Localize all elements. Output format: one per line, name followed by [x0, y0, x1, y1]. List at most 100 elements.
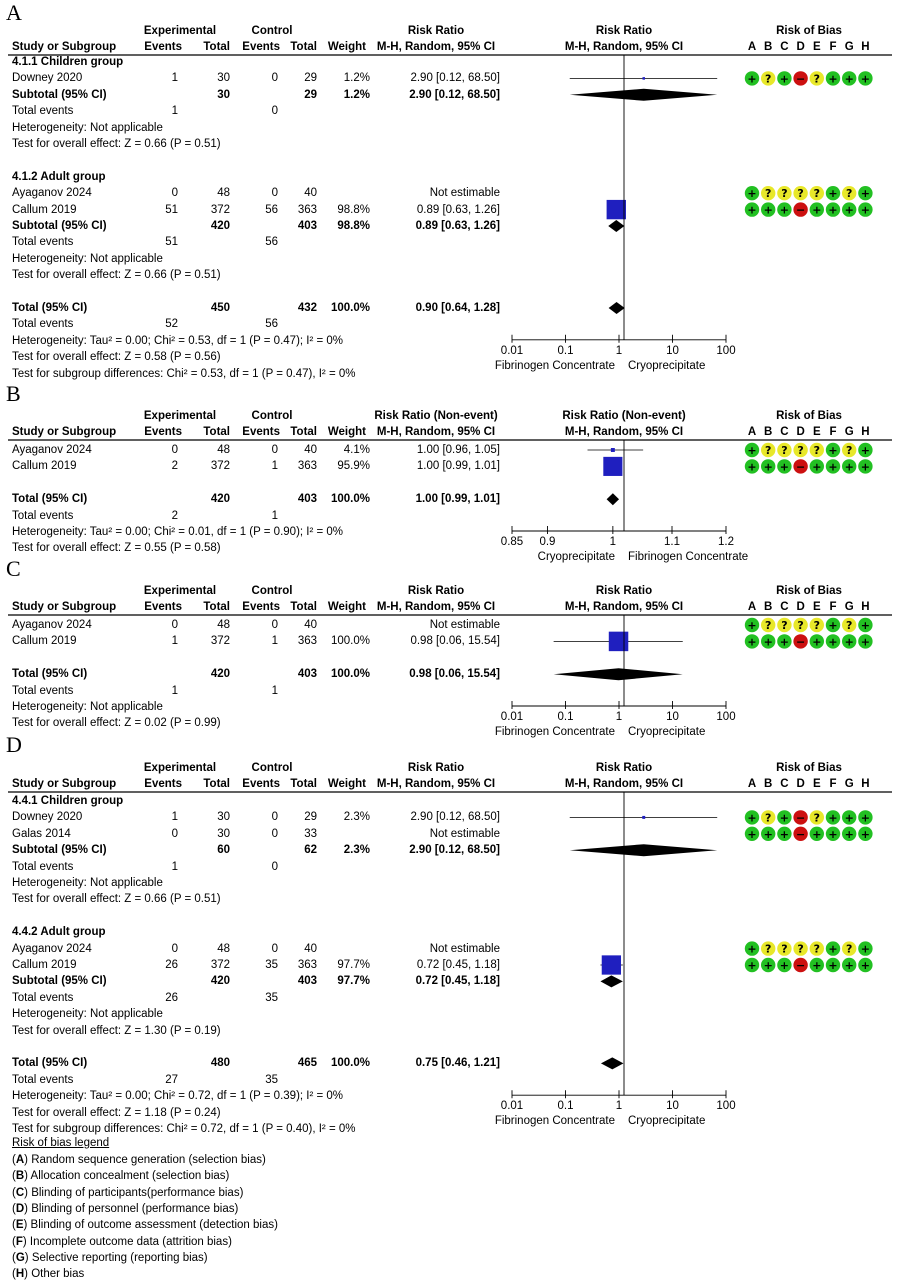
risk-ratio-ci: 0.72 [0.45, 1.18]	[416, 959, 500, 971]
experimental-total: 420	[210, 975, 230, 988]
experimental-total: 372	[210, 203, 230, 216]
legend-letter: G	[15, 1251, 25, 1264]
group-label: 4.1.2 Adult group	[12, 170, 106, 183]
text-label: Total events	[12, 860, 74, 873]
rob-circle-low	[809, 202, 824, 217]
control-total: 40	[304, 619, 317, 631]
control-total: 40	[304, 942, 317, 955]
control-events: 0	[271, 942, 278, 955]
header-risk-ratio: Risk Ratio	[407, 585, 465, 597]
group-label: 4.4.2 Adult group	[12, 926, 106, 939]
panel-letter-d: D	[6, 732, 22, 757]
rob-column-e: E	[812, 778, 821, 790]
control-total: 403	[297, 220, 317, 232]
header-experimental: Experimental	[143, 762, 217, 774]
rob-circle-unclear	[809, 810, 824, 825]
experimental-total: 372	[210, 460, 230, 473]
rob-circle-unclear	[809, 71, 824, 86]
rob-circle-low	[825, 634, 841, 649]
rob-column-c: C	[780, 426, 789, 438]
rob-column-g: G	[844, 778, 854, 790]
x-tick-label: 0.1	[557, 344, 574, 357]
text-label: Heterogeneity: Not applicable	[12, 877, 163, 889]
rob-symbol: ?	[781, 444, 787, 457]
experimental-total: 420	[210, 668, 230, 681]
experimental-events: 0	[171, 187, 178, 200]
header-method: M-H, Random, 95% CI	[376, 778, 496, 790]
rob-circle-unclear	[761, 186, 776, 201]
rob-symbol: +	[828, 460, 837, 473]
study-name: Callum 2019	[12, 203, 77, 216]
rob-circle-low	[858, 941, 873, 956]
x-tick-label: 1	[615, 344, 623, 357]
control-events: 0	[271, 860, 278, 873]
rob-symbol: +	[861, 444, 870, 457]
rob-circle-low	[777, 634, 792, 649]
rob-circle-low	[809, 957, 824, 973]
rob-symbol: +	[780, 828, 789, 841]
rob-symbol: ?	[814, 619, 820, 632]
rob-symbol: ?	[814, 187, 820, 200]
rob-column-f: F	[829, 601, 837, 613]
rob-symbol: +	[845, 635, 854, 648]
pooled-diamond	[600, 1057, 624, 1070]
study-name: Galas 2014	[12, 827, 71, 840]
rob-column-d: D	[796, 601, 805, 613]
rob-circle-low	[744, 826, 760, 841]
rob-symbol: −	[796, 72, 805, 85]
legend-item: (H) Other bias	[12, 1267, 84, 1281]
header-e-events: Events	[144, 601, 182, 613]
header-method: M-H, Random, 95% CI	[376, 601, 496, 613]
text-label: Heterogeneity: Not applicable	[12, 252, 163, 265]
rob-symbol: +	[780, 635, 789, 648]
rob-column-a: A	[747, 426, 757, 438]
rob-symbol: +	[747, 444, 756, 457]
study-name: Callum 2019	[12, 959, 77, 971]
rob-circle-low	[744, 186, 760, 201]
rob-symbol: ?	[846, 444, 852, 457]
control-events: 1	[271, 684, 278, 697]
rob-circle-low	[858, 810, 873, 825]
weight-value: 4.1%	[343, 444, 370, 456]
header-e-total: Total	[203, 41, 230, 53]
study-name: Ayaganov 2024	[12, 942, 92, 955]
legend-item: (D) Blinding of personnel (performance b…	[12, 1202, 238, 1216]
rob-circle-unclear	[777, 186, 792, 201]
text-label: Heterogeneity: Tau² = 0.00; Chi² = 0.01,…	[12, 526, 344, 538]
legend-paren: )	[24, 1202, 28, 1215]
control-events: 35	[265, 959, 278, 971]
rob-symbol: ?	[765, 943, 771, 956]
rob-symbol: +	[828, 828, 837, 841]
rob-symbol: +	[861, 959, 870, 972]
weight-value: 98.8%	[337, 220, 370, 232]
rob-circle-high	[793, 459, 808, 474]
header-weight: Weight	[327, 426, 366, 438]
experimental-events: 1	[171, 684, 178, 697]
rob-circle-low	[825, 941, 841, 956]
rob-circle-low	[825, 442, 841, 458]
legend-item: (C) Blinding of participants(performance…	[12, 1186, 243, 1200]
legend-letter: F	[15, 1235, 23, 1248]
text-label: Test for overall effect: Z = 0.66 (P = 0…	[12, 893, 221, 906]
rob-symbol: +	[780, 204, 789, 217]
rob-circle-low	[858, 617, 873, 633]
rob-circle-low	[825, 810, 841, 825]
text-label: Heterogeneity: Tau² = 0.00; Chi² = 0.72,…	[12, 1090, 344, 1103]
favours-right-label: Cryoprecipitate	[628, 1115, 706, 1128]
header-experimental: Experimental	[143, 585, 217, 597]
weight-value: 2.3%	[343, 811, 370, 824]
rob-symbol: ?	[765, 811, 771, 824]
rob-symbol: +	[828, 204, 837, 217]
control-events: 0	[271, 619, 278, 631]
header-risk-ratio: Risk Ratio (Non-event)	[374, 410, 498, 422]
weight-value: 95.9%	[337, 460, 370, 473]
rob-symbol: +	[812, 460, 821, 473]
study-name: Ayaganov 2024	[12, 619, 92, 631]
experimental-total: 48	[217, 444, 230, 456]
text-label: Total events	[12, 236, 74, 249]
rob-symbol: ?	[797, 444, 803, 457]
rob-column-a: A	[747, 41, 757, 53]
rob-circle-low	[744, 442, 760, 458]
risk-ratio-ci: 0.72 [0.45, 1.18]	[415, 975, 500, 988]
header-e-total: Total	[203, 426, 230, 438]
